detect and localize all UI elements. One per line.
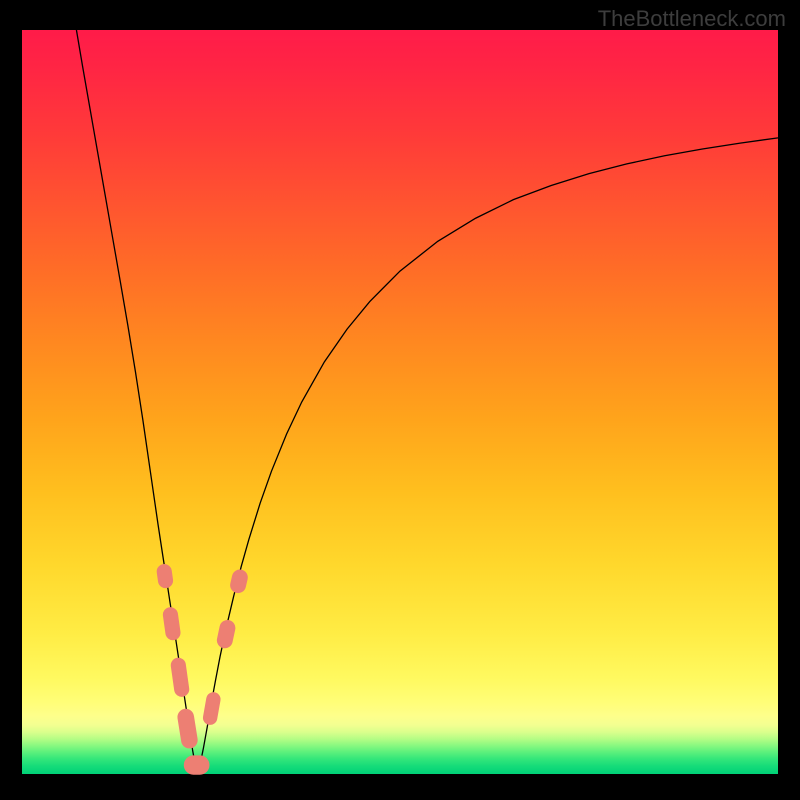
marker-bottom-0 [184,755,210,774]
chart-svg [0,0,800,800]
gradient-plot-area [22,30,778,774]
source-attribution: TheBottleneck.com [598,6,786,32]
figure-root: TheBottleneck.com [0,0,800,800]
